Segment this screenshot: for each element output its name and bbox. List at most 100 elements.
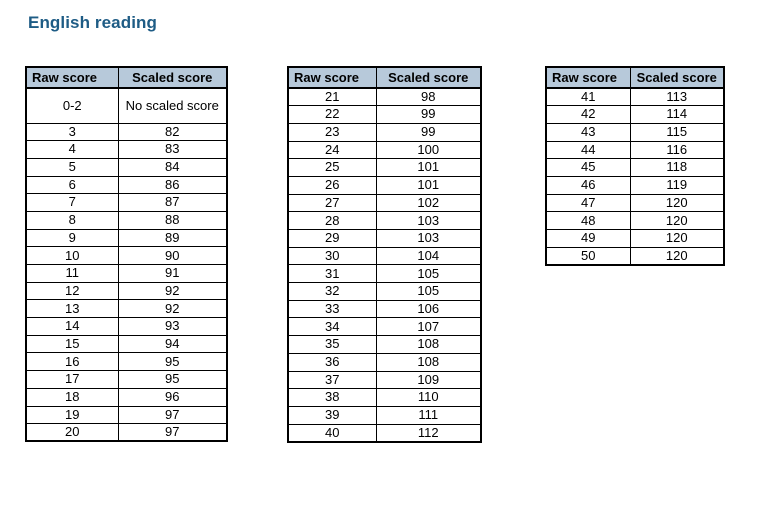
raw-score-cell: 40 [287,423,377,443]
raw-score-cell: 29 [287,229,377,248]
scaled-score-cell: 103 [375,229,482,248]
scaled-score-cell: 93 [117,317,228,336]
raw-score-cell: 9 [25,228,119,248]
scaled-score-cell: 97 [117,423,228,442]
raw-score-cell: 21 [287,87,377,107]
scaled-score-cell: 105 [375,282,482,301]
scaled-score-cell: 92 [117,281,228,301]
raw-score-cell: 49 [545,229,631,248]
table-row: 18 96 [25,387,228,407]
raw-score-cell: 15 [25,334,119,354]
raw-score-cell: 26 [287,175,377,195]
scaled-score-cell: 111 [375,405,482,425]
table-row: 40 112 [287,423,482,443]
scaled-score-cell: 88 [117,210,228,230]
raw-score-cell: 24 [287,140,377,160]
table-row: 23 99 [287,122,482,142]
scaled-score-cell: 108 [375,335,482,354]
scaled-score-cell: 115 [629,122,725,142]
scaled-score-cell: 110 [375,388,482,407]
scaled-score-header: Scaled score [117,66,228,89]
raw-score-cell: 27 [287,193,377,213]
raw-score-cell: 17 [25,370,119,389]
scaled-score-header: Scaled score [375,66,482,89]
table-row: 24 100 [287,140,482,160]
raw-score-cell: 3 [25,122,119,142]
scaled-score-cell: 119 [629,175,725,195]
table-row: 34 107 [287,317,482,337]
table-row: 45 118 [545,158,725,177]
table-row: 36 108 [287,352,482,372]
scaled-score-cell: 106 [375,299,482,319]
table-row: 12 92 [25,281,228,301]
table-row: 37 109 [287,370,482,390]
raw-score-cell: 32 [287,282,377,301]
scaled-score-cell: 116 [629,140,725,160]
table-row: 11 91 [25,264,228,283]
scaled-score-cell: 100 [375,140,482,160]
raw-score-cell: 50 [545,246,631,266]
table-row: 16 95 [25,352,228,372]
table-row: 47 120 [545,193,725,213]
raw-score-header: Raw score [25,66,119,89]
raw-score-cell: 42 [545,105,631,124]
scaled-score-cell: 104 [375,246,482,266]
header-row: Raw score Scaled score [287,66,482,89]
scaled-score-cell: 120 [629,246,725,266]
table-row: 44 116 [545,140,725,160]
table-row: 21 98 [287,87,482,107]
scaled-score-cell: 120 [629,193,725,213]
table-row: 0-2 No scaled score [25,87,228,124]
raw-score-cell: 47 [545,193,631,213]
raw-score-cell: 36 [287,352,377,372]
raw-score-cell: 19 [25,405,119,425]
scaled-score-cell: 90 [117,246,228,265]
table-row: 22 99 [287,105,482,124]
scaled-score-cell: 108 [375,352,482,372]
scaled-score-cell: 86 [117,175,228,195]
table-row: 32 105 [287,282,482,301]
table-row: 28 103 [287,211,482,230]
scaled-score-cell: 89 [117,228,228,248]
scaled-score-cell: 103 [375,211,482,230]
raw-score-cell: 46 [545,175,631,195]
score-table-41-50: Raw score Scaled score 41 113 42 114 43 115 44 11… [545,66,725,266]
table-row: 39 111 [287,405,482,425]
scaled-score-cell: 95 [117,352,228,372]
table-row: 15 94 [25,334,228,354]
score-table-0-20: Raw score Scaled score 0-2 No scaled score 3… [25,66,228,443]
scaled-score-cell: 87 [117,193,228,212]
scaled-score-cell: 107 [375,317,482,337]
table-row: 29 103 [287,229,482,248]
scaled-score-cell: 120 [629,211,725,230]
raw-score-cell: 0-2 [25,87,119,124]
scaled-score-cell: No scaled score [117,87,228,124]
scaled-score-cell: 105 [375,264,482,284]
scaled-score-cell: 95 [117,370,228,389]
raw-score-cell: 38 [287,388,377,407]
scaled-score-cell: 91 [117,264,228,283]
scaled-score-cell: 112 [375,423,482,443]
scaled-score-cell: 99 [375,122,482,142]
raw-score-cell: 8 [25,210,119,230]
table-row: 3 82 [25,122,228,142]
table-row: 49 120 [545,229,725,248]
raw-score-cell: 39 [287,405,377,425]
header-row: Raw score Scaled score [545,66,725,89]
table-row: 9 89 [25,228,228,248]
table-row: 31 105 [287,264,482,284]
raw-score-cell: 33 [287,299,377,319]
raw-score-cell: 44 [545,140,631,160]
raw-score-cell: 10 [25,246,119,265]
table-row: 13 92 [25,299,228,319]
scaled-score-cell: 101 [375,175,482,195]
table-row: 25 101 [287,158,482,177]
page-title: English reading [28,13,158,32]
table-row: 7 87 [25,193,228,212]
scaled-score-cell: 113 [629,87,725,107]
raw-score-cell: 43 [545,122,631,142]
table-row: 26 101 [287,175,482,195]
raw-score-cell: 6 [25,175,119,195]
table-row: 14 93 [25,317,228,336]
table-row: 48 120 [545,211,725,230]
